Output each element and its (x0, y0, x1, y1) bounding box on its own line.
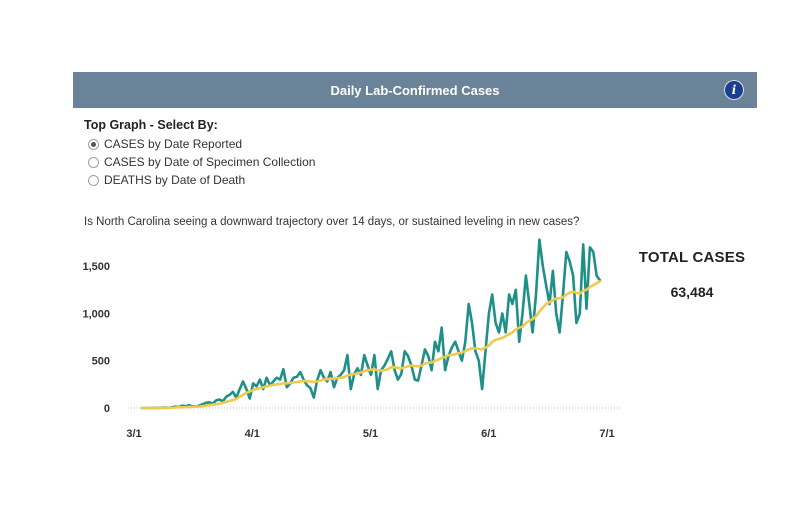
radio-label: CASES by Date Reported (104, 137, 243, 151)
daily-cases-line (140, 238, 602, 410)
info-icon[interactable]: i (725, 81, 743, 99)
x-tick-label: 7/1 (599, 428, 614, 440)
x-tick-label: 3/1 (126, 428, 141, 440)
y-tick-label: 500 (92, 356, 110, 368)
x-tick-label: 4/1 (245, 428, 260, 440)
radio-cases-date-reported[interactable]: CASES by Date Reported (84, 135, 315, 153)
moving-average-line (140, 280, 602, 410)
graph-selector: Top Graph - Select By: CASES by Date Rep… (84, 118, 315, 189)
radio-deaths-date-of-death[interactable]: DEATHS by Date of Death (84, 171, 315, 189)
selector-label: Top Graph - Select By: (84, 118, 218, 132)
x-tick-label: 5/1 (363, 428, 378, 440)
radio-button[interactable] (88, 174, 99, 186)
y-tick-label: 1,000 (82, 308, 110, 320)
radio-label: DEATHS by Date of Death (104, 173, 246, 187)
radio-label: CASES by Date of Specimen Collection (104, 155, 316, 169)
radio-button-checked[interactable] (88, 138, 99, 150)
y-tick-label: 1,500 (82, 261, 110, 273)
panel-header: Daily Lab-Confirmed Cases i (73, 72, 757, 108)
trajectory-question: Is North Carolina seeing a downward traj… (84, 216, 580, 228)
radio-cases-specimen-collection[interactable]: CASES by Date of Specimen Collection (84, 153, 315, 171)
total-cases-label: TOTAL CASES (638, 249, 746, 266)
x-tick-label: 6/1 (481, 428, 496, 440)
y-tick-label: 0 (104, 403, 110, 415)
panel-title: Daily Lab-Confirmed Cases (330, 82, 500, 98)
radio-button[interactable] (88, 156, 99, 168)
total-cases-value: 63,484 (670, 284, 714, 300)
